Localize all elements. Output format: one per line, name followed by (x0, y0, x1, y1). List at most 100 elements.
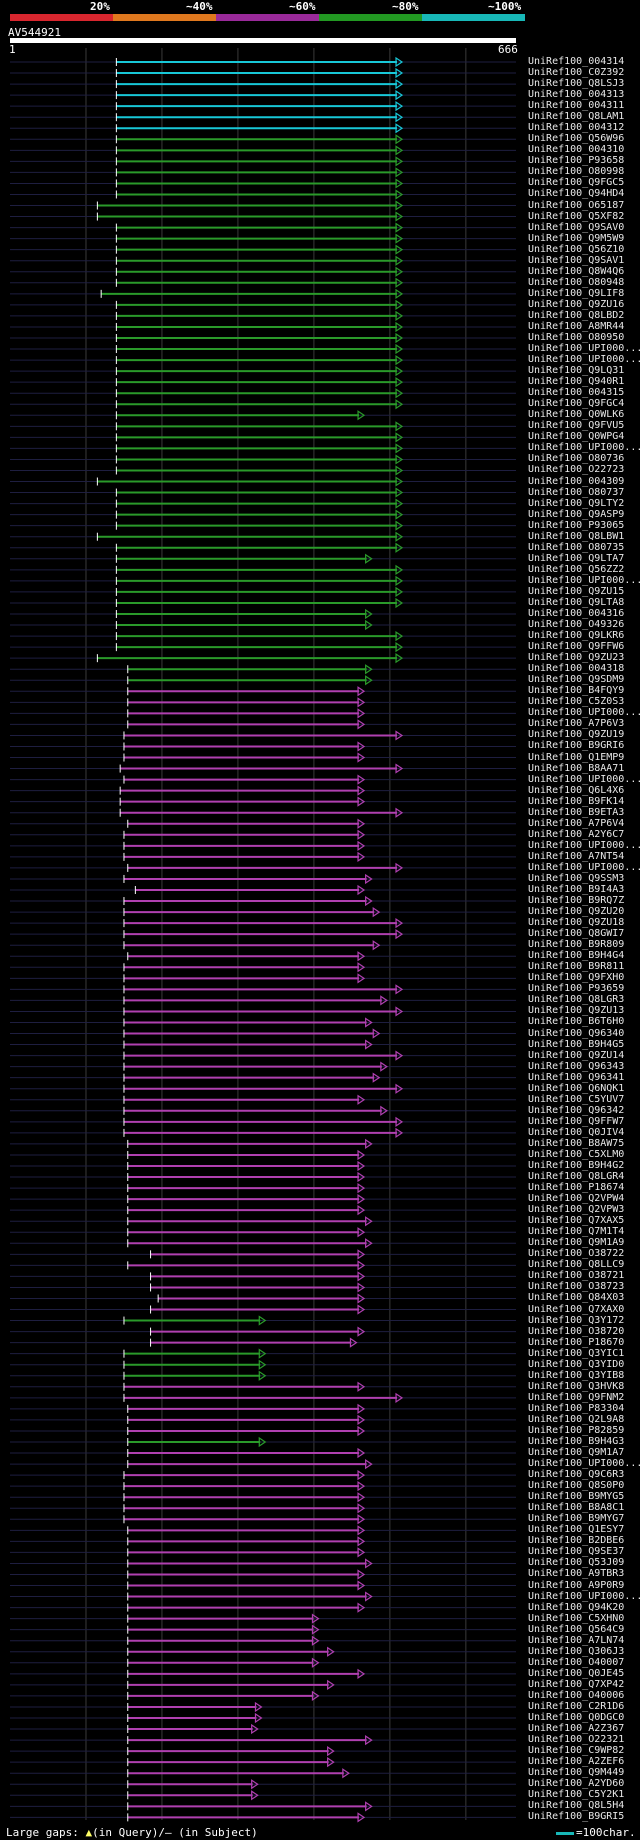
hit-label[interactable]: UniRef100_O80950 (528, 332, 625, 343)
hit-label[interactable]: UniRef100_Q9SAV1 (528, 254, 625, 266)
hit-label[interactable]: UniRef100_B9RQ7Z (528, 895, 625, 907)
hit-label[interactable]: UniRef100_Q9M1A7 (528, 1447, 625, 1459)
hit-label[interactable]: UniRef100_UPI000... (528, 354, 640, 366)
hit-label[interactable]: UniRef100_UPI000... (528, 1590, 640, 1602)
hit-label[interactable]: UniRef100_C9WP82 (528, 1745, 625, 1757)
hit-label[interactable]: UniRef100_Q564C9 (528, 1623, 625, 1635)
hit-label[interactable]: UniRef100_P82859 (528, 1424, 625, 1436)
hit-label[interactable]: UniRef100_Q3Y172 (528, 1314, 625, 1326)
hit-label[interactable]: UniRef100_B2DBE6 (528, 1535, 625, 1547)
hit-label[interactable]: UniRef100_B9H4G4 (528, 950, 625, 962)
hit-label[interactable]: UniRef100_B8A8C1 (528, 1502, 625, 1514)
hit-label[interactable]: UniRef100_P83304 (528, 1402, 625, 1414)
hit-label[interactable]: UniRef100_C5Z0S3 (528, 696, 625, 708)
hit-label[interactable]: UniRef100_Q9ZU19 (528, 729, 625, 741)
hit-label[interactable]: UniRef100_Q9LTA8 (528, 596, 625, 608)
hit-label[interactable]: UniRef100_B6T6H0 (528, 1016, 625, 1028)
hit-label[interactable]: UniRef100_Q56W96 (528, 133, 625, 145)
hit-label[interactable]: UniRef100_Q7XAX5 (528, 1215, 625, 1227)
hit-label[interactable]: UniRef100_B9ETA3 (528, 806, 625, 818)
hit-label[interactable]: UniRef100_A7LN74 (528, 1634, 625, 1646)
hit-label[interactable]: UniRef100_O38720 (528, 1325, 625, 1337)
hit-label[interactable]: UniRef100_B9MYG5 (528, 1491, 625, 1503)
hit-label[interactable]: UniRef100_Q9M1A9 (528, 1237, 625, 1249)
hit-label[interactable]: UniRef100_004316 (528, 608, 625, 619)
hit-label[interactable]: UniRef100_UPI000... (528, 442, 640, 454)
hit-label[interactable]: UniRef100_B9GRI6 (528, 740, 625, 752)
hit-label[interactable]: UniRef100_Q9LKR6 (528, 630, 625, 642)
hit-label[interactable]: UniRef100_Q9ZU18 (528, 917, 625, 929)
hit-label[interactable]: UniRef100_P18674 (528, 1182, 625, 1194)
hit-label[interactable]: UniRef100_A9TBR3 (528, 1568, 625, 1580)
hit-label[interactable]: UniRef100_Q2VPW3 (528, 1204, 625, 1216)
hit-label[interactable]: UniRef100_B9GRI5 (528, 1811, 625, 1823)
hit-label[interactable]: UniRef100_004318 (528, 663, 625, 675)
hit-label[interactable]: UniRef100_C0Z392 (528, 67, 625, 79)
hit-label[interactable]: UniRef100_A8MR44 (528, 320, 625, 332)
hit-label[interactable]: UniRef100_A9P0R9 (528, 1579, 625, 1591)
hit-label[interactable]: UniRef100_O40006 (528, 1689, 625, 1701)
hit-label[interactable]: UniRef100_Q96341 (528, 1071, 625, 1083)
hit-label[interactable]: UniRef100_Q9SAV0 (528, 221, 625, 233)
hit-label[interactable]: UniRef100_Q7M1T4 (528, 1226, 625, 1238)
hit-label[interactable]: UniRef100_O80998 (528, 166, 625, 178)
hit-label[interactable]: UniRef100_C5XLM0 (528, 1148, 625, 1160)
hit-label[interactable]: UniRef100_Q0JE45 (528, 1667, 625, 1679)
hit-label[interactable]: UniRef100_B8AW75 (528, 1137, 625, 1149)
hit-label[interactable]: UniRef100_Q1EMP9 (528, 751, 625, 763)
hit-label[interactable]: UniRef100_O40007 (528, 1656, 625, 1668)
hit-label[interactable]: UniRef100_P18670 (528, 1336, 625, 1348)
hit-label[interactable]: UniRef100_Q9FXH0 (528, 972, 625, 984)
hit-label[interactable]: UniRef100_Q9ZU16 (528, 298, 625, 310)
hit-label[interactable]: UniRef100_Q96340 (528, 1027, 625, 1039)
hit-label[interactable]: UniRef100_Q8W4Q6 (528, 265, 625, 277)
hit-label[interactable]: UniRef100_Q9FFW7 (528, 1115, 625, 1127)
hit-label[interactable]: UniRef100_O38723 (528, 1281, 625, 1293)
hit-label[interactable]: UniRef100_Q3HVK8 (528, 1380, 625, 1392)
hit-label[interactable]: UniRef100_B9FK14 (528, 795, 625, 807)
hit-label[interactable]: UniRef100_004311 (528, 100, 625, 112)
hit-label[interactable]: UniRef100_Q9FFW6 (528, 641, 625, 653)
hit-label[interactable]: UniRef100_Q8LLC9 (528, 1259, 625, 1271)
hit-label[interactable]: UniRef100_Q0WPG4 (528, 431, 625, 443)
hit-label[interactable]: UniRef100_UPI000... (528, 707, 640, 719)
hit-label[interactable]: UniRef100_Q9ZU20 (528, 906, 625, 918)
hit-label[interactable]: UniRef100_Q306J3 (528, 1645, 625, 1657)
hit-label[interactable]: UniRef100_Q53J09 (528, 1557, 625, 1569)
hit-label[interactable]: UniRef100_B9H4G5 (528, 1038, 625, 1050)
hit-label[interactable]: UniRef100_004313 (528, 89, 625, 101)
hit-label[interactable]: UniRef100_Q84X03 (528, 1292, 625, 1304)
hit-label[interactable]: UniRef100_Q9FGC4 (528, 398, 625, 410)
hit-label[interactable]: UniRef100_A7NT54 (528, 850, 625, 862)
hit-label[interactable]: UniRef100_Q8LGR4 (528, 1171, 625, 1183)
hit-label[interactable]: UniRef100_B9MYG7 (528, 1513, 625, 1525)
hit-label[interactable]: UniRef100_Q96342 (528, 1104, 625, 1116)
hit-label[interactable]: UniRef100_C5XHN0 (528, 1612, 625, 1624)
hit-label[interactable]: UniRef100_C5YUV7 (528, 1093, 625, 1105)
hit-label[interactable]: UniRef100_B8AA71 (528, 762, 625, 774)
hit-label[interactable]: UniRef100_B9R809 (528, 939, 625, 951)
hit-label[interactable]: UniRef100_Q3YIB8 (528, 1369, 625, 1381)
hit-label[interactable]: UniRef100_Q8L5H4 (528, 1800, 625, 1812)
hit-label[interactable]: UniRef100_Q8LBW1 (528, 530, 625, 542)
hit-label[interactable]: UniRef100_Q940R1 (528, 376, 625, 388)
hit-label[interactable]: UniRef100_UPI000... (528, 343, 640, 355)
hit-label[interactable]: UniRef100_A2YD60 (528, 1778, 625, 1790)
hit-label[interactable]: UniRef100_O80736 (528, 453, 625, 465)
hit-label[interactable]: UniRef100_Q56Z10 (528, 243, 625, 255)
hit-label[interactable]: UniRef100_Q9C6R3 (528, 1469, 625, 1481)
hit-label[interactable]: UniRef100_Q1ESY7 (528, 1524, 625, 1536)
hit-label[interactable]: UniRef100_O22321 (528, 1734, 625, 1746)
hit-label[interactable]: UniRef100_Q9ZU13 (528, 1005, 625, 1017)
hit-label[interactable]: UniRef100_Q2L9A8 (528, 1413, 625, 1425)
hit-label[interactable]: UniRef100_C5Y2K1 (528, 1789, 625, 1801)
hit-label[interactable]: UniRef100_A7P6V3 (528, 718, 625, 730)
hit-label[interactable]: UniRef100_Q8LAM1 (528, 111, 625, 123)
hit-label[interactable]: UniRef100_Q56ZZ2 (528, 563, 625, 575)
hit-label[interactable]: UniRef100_Q94HD4 (528, 188, 625, 200)
hit-label[interactable]: UniRef100_B4FQY9 (528, 685, 625, 697)
hit-label[interactable]: UniRef100_Q8LSJ3 (528, 78, 625, 90)
hit-label[interactable]: UniRef100_Q8LGR3 (528, 994, 625, 1006)
hit-label[interactable]: UniRef100_Q9FVU5 (528, 420, 625, 432)
hit-label[interactable]: UniRef100_UPI000... (528, 574, 640, 586)
